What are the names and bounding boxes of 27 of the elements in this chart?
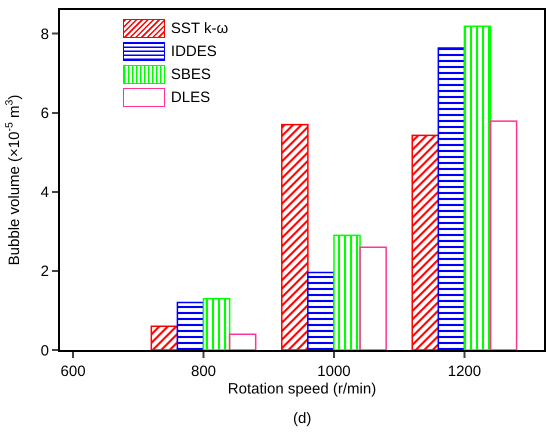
bar xyxy=(411,134,440,350)
bar xyxy=(307,272,335,350)
legend-label: DLES xyxy=(170,88,210,108)
bar xyxy=(438,47,466,350)
bar xyxy=(333,234,361,350)
x-tick-label: 1000 xyxy=(317,363,351,380)
y-tick-label: 2 xyxy=(40,263,49,280)
x-tick-label: 800 xyxy=(190,363,216,380)
bar xyxy=(490,120,518,350)
y-tick-label: 4 xyxy=(40,184,49,202)
y-tick-label: 8 xyxy=(40,26,49,43)
bar xyxy=(176,302,204,350)
legend-label: SST k-ω xyxy=(170,18,228,39)
bar xyxy=(359,246,387,350)
x-tick-label: 1200 xyxy=(448,363,482,380)
x-axis-title: Rotation speed (r/min) xyxy=(228,380,376,398)
y-tick-label: 6 xyxy=(40,105,49,122)
legend-label: IDDES xyxy=(170,42,217,62)
x-tick-label: 600 xyxy=(60,363,86,380)
bar xyxy=(202,298,230,350)
text: (d) xyxy=(293,410,312,427)
y-tick-label: 0 xyxy=(40,342,49,360)
bar xyxy=(228,333,256,350)
bar xyxy=(464,25,492,350)
bar xyxy=(281,124,309,350)
bar xyxy=(150,326,178,350)
legend-label: SBES xyxy=(170,64,211,85)
